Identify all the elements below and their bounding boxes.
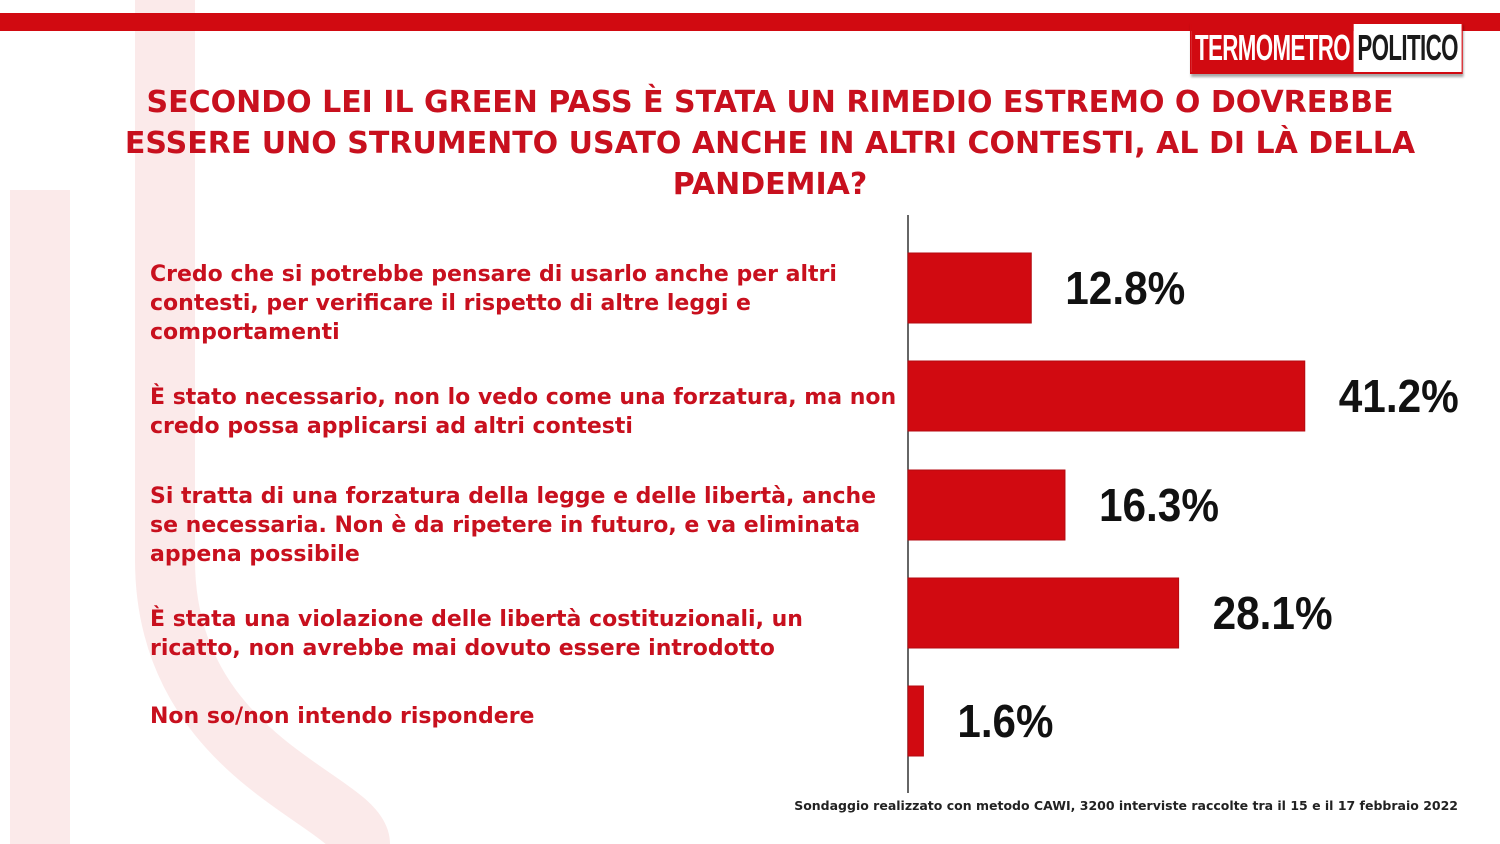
survey-footnote: Sondaggio realizzato con metodo CAWI, 32… xyxy=(794,798,1458,813)
value-label-4: 28.1% xyxy=(1213,587,1333,639)
category-label-2: È stato necessario, non lo vedo come una… xyxy=(150,385,897,439)
value-label-3: 16.3% xyxy=(1099,479,1219,531)
category-labels: Credo che si potrebbe pensare di usarlo … xyxy=(150,0,910,844)
category-label-5: Non so/non intendo rispondere xyxy=(150,704,535,729)
bar-4 xyxy=(907,577,1180,649)
bar-5 xyxy=(907,685,924,757)
top-accent-bar xyxy=(0,13,1500,31)
bar-2 xyxy=(907,360,1306,432)
bar-1 xyxy=(907,252,1032,324)
category-label-3: Si tratta di una forzatura della legge e… xyxy=(150,484,877,567)
termometro-politico-logo[interactable]: TERMOMETRO POLITICO xyxy=(1190,22,1463,74)
logo-part-1: TERMOMETRO xyxy=(1191,24,1354,72)
value-label-1: 12.8% xyxy=(1065,262,1185,314)
category-label-1: Credo che si potrebbe pensare di usarlo … xyxy=(150,262,837,345)
logo-part-2: POLITICO xyxy=(1353,24,1462,72)
value-label-2: 41.2% xyxy=(1339,370,1459,422)
category-label-4: È stata una violazione delle libertà cos… xyxy=(150,607,803,661)
chart-title: SECONDO LEI IL GREEN PASS È STATA UN RIM… xyxy=(124,85,1416,202)
bar-3 xyxy=(907,469,1066,541)
value-label-5: 1.6% xyxy=(957,695,1053,747)
